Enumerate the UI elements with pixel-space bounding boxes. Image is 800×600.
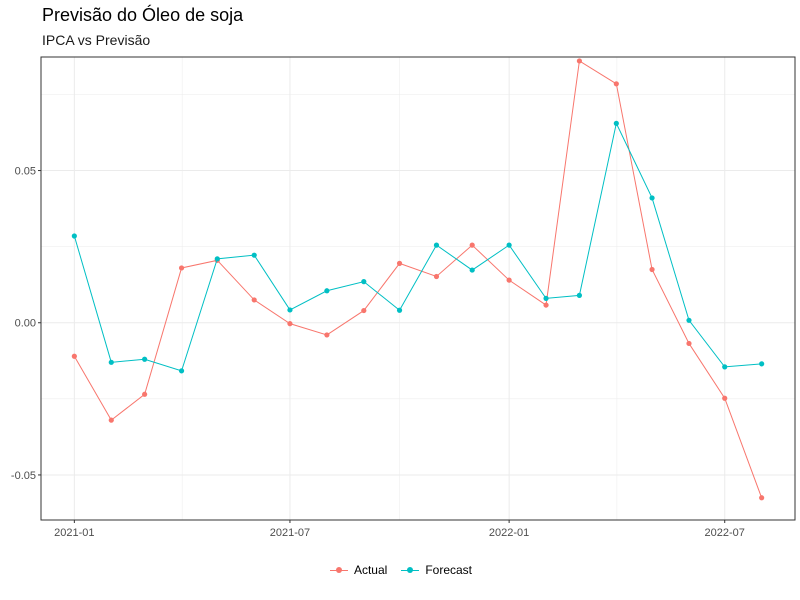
legend-key-forecast-icon (399, 563, 421, 577)
grid-minor (41, 57, 795, 520)
data-point-actual (576, 58, 583, 64)
x-tick-label: 2022-07 (705, 527, 745, 539)
y-tick-label: 0.05 (15, 166, 36, 178)
y-tick-label: 0.00 (15, 318, 36, 330)
chart-title: Previsão do Óleo de soja (42, 5, 244, 25)
chart-subtitle: IPCA vs Previsão (42, 32, 151, 48)
x-tick-label: 2021-07 (270, 527, 310, 539)
series-line-forecast (73, 121, 762, 372)
axis-ticks (38, 170, 726, 523)
data-point-actual (71, 353, 77, 359)
legend-label-forecast: Forecast (425, 563, 473, 577)
data-point-actual (251, 297, 257, 303)
x-tick-label: 2022-01 (489, 527, 529, 539)
line-chart: -0.05 0.00 0.05 2021-01 2021-07 2022-01 2022-0… (11, 56, 796, 539)
data-point-forecast (506, 242, 512, 248)
data-point-actual (433, 273, 440, 280)
legend: Actual Forecast (0, 563, 800, 577)
data-point-forecast (433, 242, 440, 248)
data-point-forecast (287, 307, 293, 313)
data-point-forecast (722, 364, 728, 370)
grid-major (41, 57, 795, 520)
data-point-forecast (649, 195, 655, 201)
data-point-forecast (108, 359, 114, 365)
data-point-actual (506, 277, 512, 283)
data-point-actual (686, 340, 692, 347)
data-point-forecast (613, 120, 619, 126)
data-point-actual (649, 266, 655, 273)
data-point-actual (361, 307, 367, 314)
series-line-actual (73, 60, 763, 498)
data-point-actual (722, 395, 728, 401)
x-tick-label: 2021-01 (54, 527, 94, 539)
legend-item-forecast[interactable]: Forecast (399, 563, 472, 577)
data-point-forecast (214, 256, 220, 262)
data-point-actual (396, 260, 403, 266)
data-point-forecast (71, 233, 77, 239)
data-point-forecast (361, 279, 367, 285)
series-layer (71, 58, 765, 501)
y-tick-label: -0.05 (11, 470, 36, 482)
data-point-actual (178, 265, 185, 271)
data-point-forecast (576, 292, 583, 298)
legend-item-actual[interactable]: Actual (328, 563, 387, 577)
data-point-actual (287, 321, 293, 327)
legend-key-actual-icon (328, 563, 350, 577)
data-point-forecast (543, 295, 549, 301)
data-point-actual (469, 242, 475, 248)
panel-border (40, 56, 796, 521)
data-point-forecast (759, 361, 765, 367)
data-point-forecast (396, 307, 403, 313)
data-point-actual (543, 302, 549, 308)
data-point-actual (759, 495, 765, 501)
data-point-forecast (251, 252, 257, 258)
data-point-forecast (142, 356, 148, 362)
data-point-actual (613, 81, 619, 87)
data-point-actual (142, 391, 148, 397)
legend-label-actual: Actual (353, 563, 388, 577)
data-point-forecast (686, 317, 692, 323)
data-point-actual (108, 417, 114, 423)
data-point-forecast (178, 368, 185, 374)
data-point-actual (324, 332, 330, 338)
data-point-forecast (324, 288, 330, 294)
axis-labels: -0.05 0.00 0.05 2021-01 2021-07 2022-01 2022-0… (11, 166, 745, 539)
data-point-forecast (469, 267, 475, 273)
